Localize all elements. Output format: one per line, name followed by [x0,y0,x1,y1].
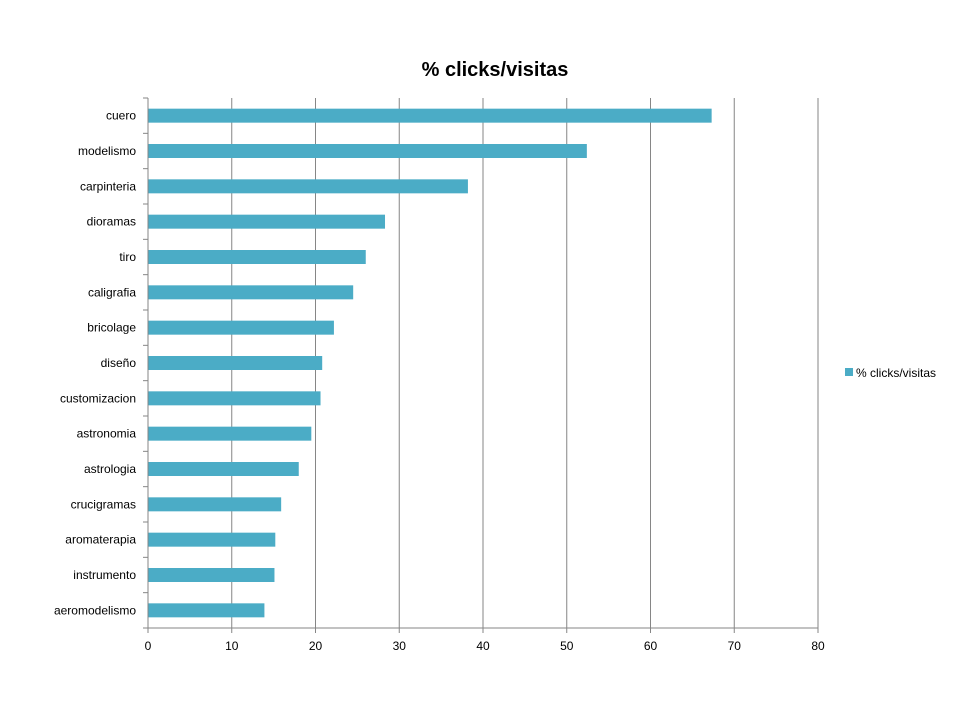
bar-modelismo [148,144,587,158]
bar-diseño [148,356,323,370]
category-label: tiro [119,250,136,264]
bar-carpinteria [148,179,468,194]
x-tick-label: 30 [393,639,407,653]
bar-astrologia [148,462,299,476]
category-label: aeromodelismo [54,603,136,617]
category-label: diseño [101,356,137,370]
bar-cuero [148,108,712,123]
category-label: modelismo [78,144,136,158]
category-label: cuero [106,109,136,123]
x-tick-label: 80 [811,639,825,653]
x-tick-label: 20 [309,639,323,653]
bar-crucigramas [148,497,282,512]
bar-instrumento [148,568,275,582]
category-labels: cuero modelismo carpinteria dioramas tiro cal… [54,109,136,618]
x-tick-label: 40 [476,639,490,653]
category-label: astronomia [77,427,137,441]
bar-tiro [148,250,366,264]
category-label: bricolage [87,321,136,335]
category-label: astrologia [84,462,136,476]
category-label: carpinteria [80,179,136,193]
category-label: caligrafia [88,285,136,299]
x-tick-label: 10 [225,639,239,653]
category-label: dioramas [87,215,136,229]
category-label: aromaterapia [65,533,136,547]
category-label: customizacion [60,391,136,405]
bar-aromaterapia [148,532,276,547]
tick-labels: 0 10 20 30 40 50 60 70 80 [145,639,825,653]
category-label: crucigramas [71,497,136,511]
bars [148,108,712,618]
bar-dioramas [148,214,386,229]
bar-aeromodelismo [148,603,265,618]
x-tick-label: 70 [728,639,742,653]
axes [143,97,819,633]
legend-swatch [845,368,853,376]
legend-label: % clicks/visitas [856,366,936,380]
x-tick-label: 60 [644,639,658,653]
bar-customizacion [148,391,321,406]
chart-title: % clicks/visitas [422,59,569,81]
x-tick-label: 50 [560,639,574,653]
bar-astronomia [148,426,312,441]
x-tick-label: 0 [145,639,152,653]
legend: % clicks/visitas [845,366,936,380]
category-label: instrumento [73,568,136,582]
bar-bricolage [148,320,334,335]
bar-caligrafia [148,285,354,300]
